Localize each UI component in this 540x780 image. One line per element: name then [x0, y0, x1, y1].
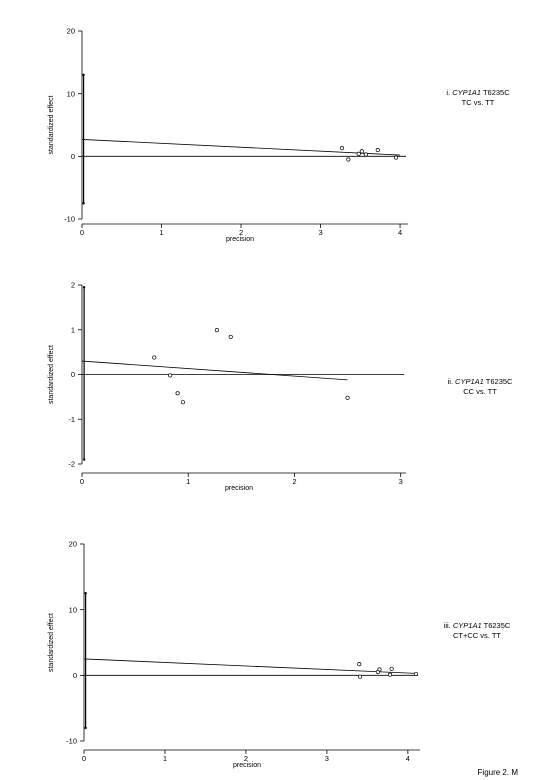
panel-2-study-point [345, 395, 350, 400]
panel-1-y-tick-label: -10 [64, 215, 75, 224]
panel-1-intercept-bar-low [82, 202, 85, 205]
panel-1-study-point [356, 151, 361, 156]
panel-2-study-point [180, 400, 185, 405]
panel-1-x-axis-title: precision [226, 236, 254, 243]
panel-3-x-tick-label: 1 [163, 754, 167, 763]
panel-3-y-tick-label: 0 [73, 671, 77, 680]
panel-2-regression-line [81, 360, 348, 381]
panel-3-intercept-bar-high [84, 592, 87, 595]
panel-2-y-tick-label: 1 [71, 325, 75, 334]
panel-1-study-point [339, 146, 345, 151]
panel-2-x-tick-label: 1 [186, 477, 190, 486]
panel-1-x-tick-label: 4 [398, 228, 402, 237]
panel-2-x-tick-label: 0 [80, 477, 84, 486]
panel-2-intercept-bar-low [82, 458, 86, 461]
panel-2-study-point [152, 355, 157, 360]
panel-3-y-tick-label: 10 [69, 605, 77, 614]
panel-1-study-point [363, 152, 368, 157]
panel-2-x-tick-label: 3 [399, 477, 403, 486]
panel-1-y-tick-label: 0 [71, 152, 75, 161]
panel-2-x-axis-title: precision [225, 485, 253, 492]
panel-3-study-point [413, 671, 419, 677]
panel-1-study-point [394, 155, 399, 160]
panel-2-y-axis-title: standardized effect [48, 345, 55, 404]
panel-1-y-tick-label: 20 [67, 27, 75, 36]
panel-3-x-tick-label: 2 [244, 754, 248, 763]
panel-3-x-tick-label: 0 [82, 754, 86, 763]
panel-2-y-tick-label: 0 [71, 370, 75, 379]
panel-3-study-point [389, 666, 394, 671]
panel-1-y-axis-title: standardized effect [48, 95, 55, 154]
panel-1-intercept-bar-high [82, 73, 85, 77]
panel-1-x-tick-label: 2 [239, 228, 243, 237]
panel-1-regression-line [81, 139, 401, 156]
panel-3-y-axis-title: standardized effect [48, 613, 55, 672]
panel-3-y-tick-label: 20 [69, 540, 77, 549]
panel-2-study-point [175, 391, 180, 396]
panel-3-intercept-bar-low [84, 726, 87, 730]
panel-2-y-tick-label: 2 [71, 281, 75, 290]
panel-3-study-point [358, 674, 363, 679]
panel-2-study-point [168, 373, 173, 378]
panel-2-study-point [228, 334, 233, 339]
panel-1-study-point [346, 157, 351, 162]
panel-3-label: iii. CYP1A1 T6235C CT+CC vs. TT [443, 621, 511, 640]
panel-3-y-tick-label: -10 [66, 737, 77, 746]
panel-2-label: ii. CYP1A1 T6235C CC vs. TT [447, 377, 513, 396]
panel-1-y-tick-label: 10 [67, 89, 75, 98]
panel-2-y-tick-label: -1 [68, 415, 75, 424]
panel-3-study-point [357, 662, 362, 667]
panel-1-label: i. CYP1A1 T6235C TC vs. TT [446, 88, 510, 107]
panel-1-x-tick-label: 0 [80, 228, 84, 237]
figure-caption: Figure 2. M [477, 768, 518, 777]
panel-3-study-point [377, 667, 382, 672]
panel-2-x-tick-label: 2 [292, 477, 296, 486]
panel-3-regression-line [83, 658, 416, 674]
panel-2-y-tick-label: -2 [68, 460, 75, 469]
panel-1-x-tick-label: 1 [159, 228, 163, 237]
panel-1-study-point [375, 148, 380, 153]
panel-3-study-point [387, 672, 393, 677]
panel-3-x-tick-label: 4 [406, 754, 410, 763]
panel-3-x-tick-label: 3 [325, 754, 329, 763]
panel-1-study-point [359, 149, 364, 154]
panel-2-study-point [214, 328, 219, 333]
panel-3-x-axis-title: precision [233, 762, 261, 769]
panel-2-intercept-bar-high [82, 286, 86, 289]
panel-1-x-tick-label: 3 [318, 228, 322, 237]
